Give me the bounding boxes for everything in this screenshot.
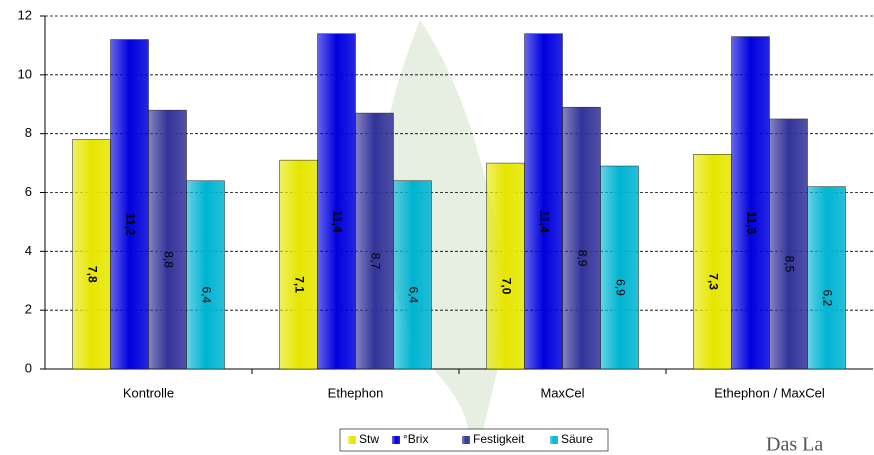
bar — [562, 106, 601, 370]
value-label: 8,7 — [368, 253, 382, 270]
value-label: 7,3 — [706, 273, 720, 290]
bar — [355, 112, 394, 370]
bar — [600, 165, 639, 370]
bar — [110, 39, 149, 370]
legend-label: °Brix — [403, 432, 428, 446]
bar — [186, 180, 225, 370]
legend-swatch — [348, 436, 356, 444]
y-tick-label: 2 — [25, 302, 32, 317]
value-label: 11,4 — [330, 210, 344, 233]
value-label: 8,8 — [161, 251, 175, 268]
bar — [279, 159, 318, 370]
value-label: 11,2 — [123, 213, 137, 236]
bar — [148, 109, 187, 370]
legend-swatch — [462, 436, 470, 444]
y-tick-label: 4 — [25, 243, 32, 258]
bar — [486, 162, 525, 370]
y-tick-label: 12 — [18, 7, 32, 22]
legend-label: Stw — [359, 432, 379, 446]
bar — [731, 36, 770, 370]
value-label: 7,0 — [499, 278, 513, 295]
y-tick-label: 8 — [25, 125, 32, 140]
value-label: 7,8 — [85, 266, 99, 283]
x-tick-label: MaxCel — [540, 385, 584, 400]
legend-label: Säure — [561, 432, 593, 446]
value-label: 6,4 — [406, 287, 420, 304]
value-label: 6,2 — [820, 289, 834, 306]
value-label: 11,3 — [744, 211, 758, 234]
value-label: 8,9 — [575, 250, 589, 267]
y-tick-label: 10 — [18, 66, 32, 81]
value-label: 8,5 — [782, 256, 796, 273]
legend-label: Festigkeit — [473, 432, 525, 446]
value-label: 11,4 — [537, 210, 551, 233]
bar — [524, 33, 563, 370]
bar — [807, 186, 846, 370]
legend-box — [339, 428, 609, 452]
bar — [393, 180, 432, 370]
bar — [72, 139, 111, 370]
watermark — [380, 20, 507, 450]
legend-swatch — [392, 436, 400, 444]
x-tick-label: Kontrolle — [123, 385, 174, 400]
x-tick-label: Ethephon / MaxCel — [714, 385, 825, 400]
value-label: 6,9 — [613, 279, 627, 296]
logo-text: Das La — [766, 434, 823, 455]
value-label: 6,4 — [199, 287, 213, 304]
bar — [317, 33, 356, 370]
value-label: 7,1 — [292, 276, 306, 293]
bar — [693, 154, 732, 370]
y-tick-label: 6 — [25, 184, 32, 199]
bar — [769, 118, 808, 370]
y-tick-label: 0 — [25, 360, 32, 375]
x-tick-label: Ethephon — [328, 385, 384, 400]
legend-swatch — [550, 436, 558, 444]
